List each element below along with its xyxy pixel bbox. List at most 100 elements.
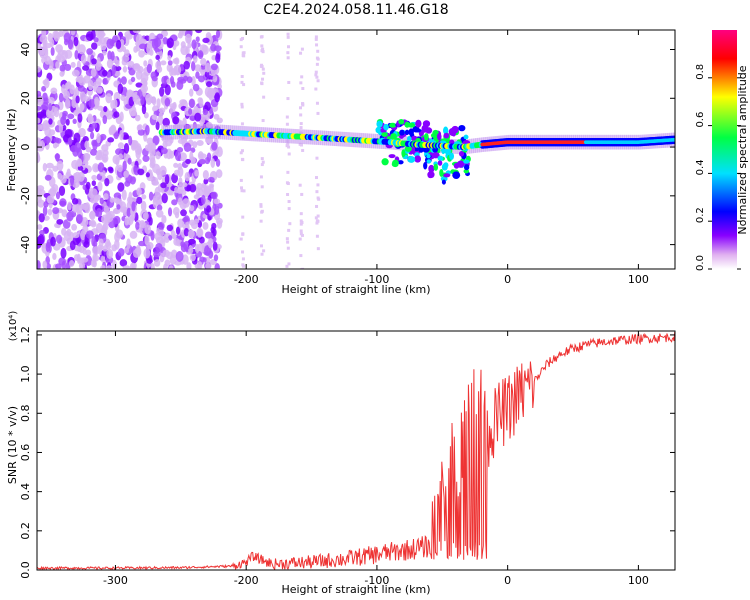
noise-speckle	[88, 99, 96, 108]
x-tick-label: 0	[504, 574, 511, 587]
noise-speckle	[87, 115, 94, 124]
noise-speckle	[159, 86, 165, 97]
snr-x-ticks: -300 -200 -100 0 100	[103, 331, 649, 587]
noise-speckle	[95, 30, 103, 38]
noise-speckle	[152, 114, 158, 121]
noise-speckle	[140, 72, 149, 84]
faint-speckle	[287, 200, 291, 204]
signal-blob	[427, 171, 434, 179]
faint-speckle	[286, 35, 290, 39]
noise-speckle	[44, 126, 52, 137]
signal-blob	[434, 153, 439, 159]
noise-speckle	[104, 215, 110, 226]
noise-speckle	[168, 265, 174, 269]
noise-speckle	[49, 186, 57, 198]
faint-speckle	[316, 79, 320, 83]
noise-speckle	[80, 257, 89, 263]
faint-speckle	[240, 122, 244, 126]
noise-speckle	[135, 69, 143, 80]
faint-speckle	[260, 81, 264, 85]
faint-speckle	[240, 189, 244, 193]
faint-speckle	[262, 71, 266, 75]
noise-speckle	[152, 96, 157, 106]
faint-speckle	[299, 113, 303, 117]
colorbar-gradient	[712, 30, 737, 269]
faint-speckle	[316, 49, 320, 53]
noise-speckle	[136, 196, 143, 205]
noise-speckle	[42, 205, 48, 216]
noise-speckle	[160, 182, 167, 189]
snr-y-ticks: 0.0 0.2 0.4 0.6 0.8 1.0 1.2	[19, 326, 675, 579]
noise-speckle	[211, 54, 217, 61]
noise-speckle	[56, 160, 64, 171]
noise-speckle	[194, 64, 202, 72]
noise-speckle	[130, 76, 136, 83]
noise-speckle	[106, 38, 114, 49]
noise-speckle	[202, 108, 209, 116]
noise-speckle	[108, 167, 114, 174]
faint-speckle	[262, 249, 266, 253]
noise-speckle	[66, 211, 74, 222]
noise-speckle	[179, 30, 184, 37]
noise-speckle	[159, 165, 167, 176]
noise-speckle	[42, 260, 48, 269]
noise-speckle	[43, 201, 49, 208]
snr-frame	[36, 330, 676, 571]
faint-speckle	[316, 247, 320, 251]
noise-speckle	[45, 162, 54, 169]
noise-speckle	[182, 198, 190, 208]
noise-speckle	[96, 133, 101, 144]
faint-speckle	[301, 267, 305, 269]
noise-speckle	[52, 142, 58, 149]
spectrogram-heatmap	[37, 30, 675, 269]
x-tick-label: 100	[628, 273, 649, 286]
faint-speckle	[299, 81, 303, 85]
noise-speckle	[146, 258, 153, 264]
noise-speckle	[142, 86, 147, 97]
noise-speckle	[167, 55, 172, 61]
noise-speckle	[155, 121, 160, 131]
noise-speckle	[201, 194, 206, 205]
noise-speckle	[106, 248, 114, 259]
noise-speckle	[91, 174, 98, 181]
faint-speckle	[286, 240, 290, 244]
noise-speckle	[50, 46, 55, 56]
noise-speckle	[148, 216, 153, 226]
faint-speckle	[298, 142, 302, 146]
faint-speckle	[300, 192, 304, 196]
noise-speckle	[185, 158, 191, 165]
noise-speckle	[198, 158, 207, 165]
noise-speckle	[100, 265, 106, 269]
noise-speckle	[171, 173, 179, 184]
faint-speckle	[260, 63, 264, 67]
faint-speckle	[298, 183, 302, 187]
faint-speckle	[315, 75, 319, 79]
faint-speckle	[259, 219, 263, 223]
y-tick-label: 40	[19, 43, 32, 57]
noise-speckle	[55, 44, 63, 53]
noise-speckle	[194, 30, 203, 34]
signal-core	[671, 137, 675, 142]
noise-speckle	[85, 31, 94, 42]
noise-speckle	[99, 37, 107, 45]
noise-speckle	[100, 42, 107, 51]
noise-speckle	[156, 199, 162, 206]
faint-speckle	[300, 47, 304, 51]
noise-speckle	[43, 136, 51, 144]
noise-speckle	[56, 218, 64, 225]
noise-speckle	[82, 184, 87, 191]
signal-blob	[414, 155, 422, 163]
noise-speckle	[206, 205, 212, 213]
signal-blob	[452, 171, 461, 179]
faint-speckle	[299, 229, 303, 233]
noise-speckle	[117, 83, 124, 94]
noise-speckle	[69, 84, 75, 95]
noise-speckle	[55, 263, 62, 269]
noise-speckle	[63, 32, 72, 43]
signal-blob	[453, 162, 460, 169]
noise-speckle	[160, 60, 167, 66]
noise-speckle	[81, 203, 89, 211]
noise-speckle	[200, 58, 207, 66]
noise-speckle	[164, 138, 173, 147]
